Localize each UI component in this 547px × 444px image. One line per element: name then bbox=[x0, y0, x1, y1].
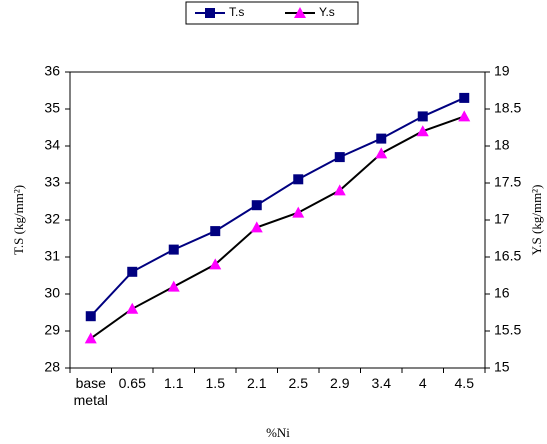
y2-tick-label: 16 bbox=[494, 285, 510, 301]
marker bbox=[167, 280, 180, 292]
x-tick-label: 0.65 bbox=[119, 375, 146, 391]
legend-label: T.s bbox=[229, 5, 244, 19]
y2-tick-label: 17.5 bbox=[494, 174, 521, 190]
y-tick-label: 31 bbox=[44, 248, 60, 264]
x-axis-title: %Ni bbox=[266, 425, 290, 440]
marker bbox=[84, 332, 97, 344]
marker bbox=[85, 311, 96, 322]
y2-axis-title: Y.S (kg/mm²) bbox=[529, 185, 544, 256]
y-tick-label: 32 bbox=[44, 211, 60, 227]
marker bbox=[416, 125, 429, 137]
series-line bbox=[90, 115, 465, 340]
y2-tick-label: 18 bbox=[494, 137, 510, 153]
y-tick-label: 28 bbox=[44, 359, 60, 375]
y-tick-label: 29 bbox=[44, 322, 60, 338]
y2-tick-label: 15 bbox=[494, 359, 510, 375]
legend-box bbox=[185, 1, 359, 25]
marker bbox=[334, 152, 345, 163]
x-tick-label: 4 bbox=[419, 375, 427, 391]
x-tick-label: 4.5 bbox=[455, 375, 475, 391]
marker bbox=[250, 221, 263, 233]
marker bbox=[294, 7, 306, 18]
marker bbox=[376, 133, 387, 144]
legend-label: Y.s bbox=[319, 5, 335, 19]
y2-tick-label: 18.5 bbox=[494, 100, 521, 116]
marker bbox=[209, 258, 222, 270]
y-tick-label: 36 bbox=[44, 63, 60, 79]
y2-tick-label: 16.5 bbox=[494, 248, 521, 264]
y-tick-label: 33 bbox=[44, 174, 60, 190]
marker bbox=[293, 174, 304, 185]
marker bbox=[168, 244, 179, 255]
y2-tick-label: 15.5 bbox=[494, 322, 521, 338]
x-tick-label: base metal bbox=[74, 375, 108, 408]
x-tick-label: 2.9 bbox=[330, 375, 350, 391]
y-axis-title: T.S (kg/mm²) bbox=[11, 185, 26, 255]
series-line bbox=[90, 96, 465, 317]
marker bbox=[292, 206, 305, 218]
marker bbox=[459, 92, 470, 103]
marker bbox=[127, 266, 138, 277]
x-tick-label: 2.5 bbox=[289, 375, 309, 391]
x-tick-label: 3.4 bbox=[372, 375, 392, 391]
y2-tick-label: 19 bbox=[494, 63, 510, 79]
marker bbox=[375, 147, 388, 159]
marker bbox=[210, 226, 221, 237]
y-tick-label: 35 bbox=[44, 100, 60, 116]
marker bbox=[333, 184, 346, 196]
marker bbox=[417, 111, 428, 122]
y-tick-label: 30 bbox=[44, 285, 60, 301]
marker bbox=[205, 8, 215, 18]
x-tick-label: 1.1 bbox=[164, 375, 184, 391]
x-tick-label: 1.5 bbox=[206, 375, 226, 391]
y-tick-label: 34 bbox=[44, 137, 60, 153]
y2-tick-label: 17 bbox=[494, 211, 510, 227]
x-tick-label: 2.1 bbox=[247, 375, 267, 391]
marker bbox=[251, 200, 262, 211]
marker bbox=[458, 110, 471, 122]
marker bbox=[126, 302, 139, 314]
